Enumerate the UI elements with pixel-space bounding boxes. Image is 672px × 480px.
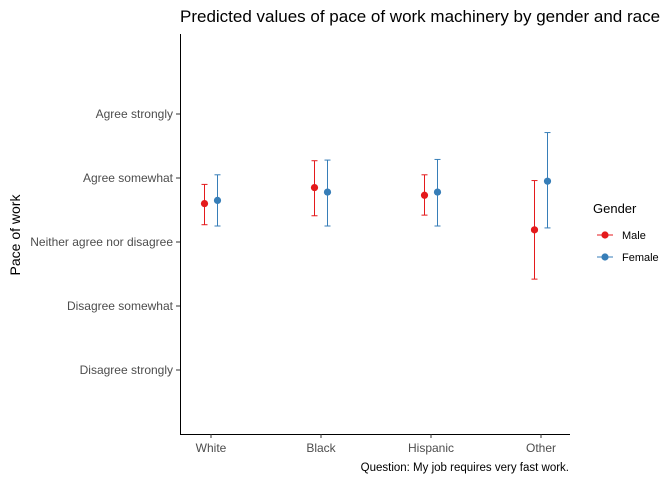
chart-title: Predicted values of pace of work machine… [180, 7, 660, 26]
series-layer [200, 132, 552, 280]
x-tick-label: Black [306, 441, 336, 455]
series-female [213, 132, 552, 229]
x-tick-label: Hispanic [408, 441, 454, 455]
legend-item-female: Female [597, 252, 659, 264]
legend: Gender Male Female [593, 201, 659, 264]
y-tick-label: Neither agree nor disagree [30, 235, 173, 249]
y-axis: Disagree strongly Disagree somewhat Neithe… [30, 34, 181, 434]
legend-key-point [601, 253, 609, 261]
legend-item-male: Male [597, 230, 646, 242]
y-axis-title: Pace of work [7, 194, 23, 276]
y-tick-label: Disagree strongly [80, 363, 173, 377]
data-point [323, 188, 332, 196]
data-point [200, 200, 209, 208]
x-tick-label: White [196, 441, 227, 455]
y-tick-label: Agree strongly [96, 107, 173, 121]
legend-key-point [601, 231, 609, 239]
legend-label: Male [622, 230, 646, 242]
x-axis: White Black Hispanic Other [180, 434, 570, 455]
data-point [420, 191, 429, 199]
legend-title: Gender [593, 201, 637, 216]
data-point [433, 188, 442, 196]
y-tick-label: Disagree somewhat [67, 299, 174, 313]
x-tick-label: Other [526, 441, 556, 455]
data-point [543, 177, 552, 185]
legend-label: Female [622, 252, 659, 264]
data-point [310, 184, 319, 192]
data-point [213, 196, 222, 204]
caption: Question: My job requires very fast work… [361, 462, 569, 474]
data-point [530, 226, 539, 234]
series-male [200, 160, 539, 280]
y-tick-label: Agree somewhat [83, 171, 174, 185]
